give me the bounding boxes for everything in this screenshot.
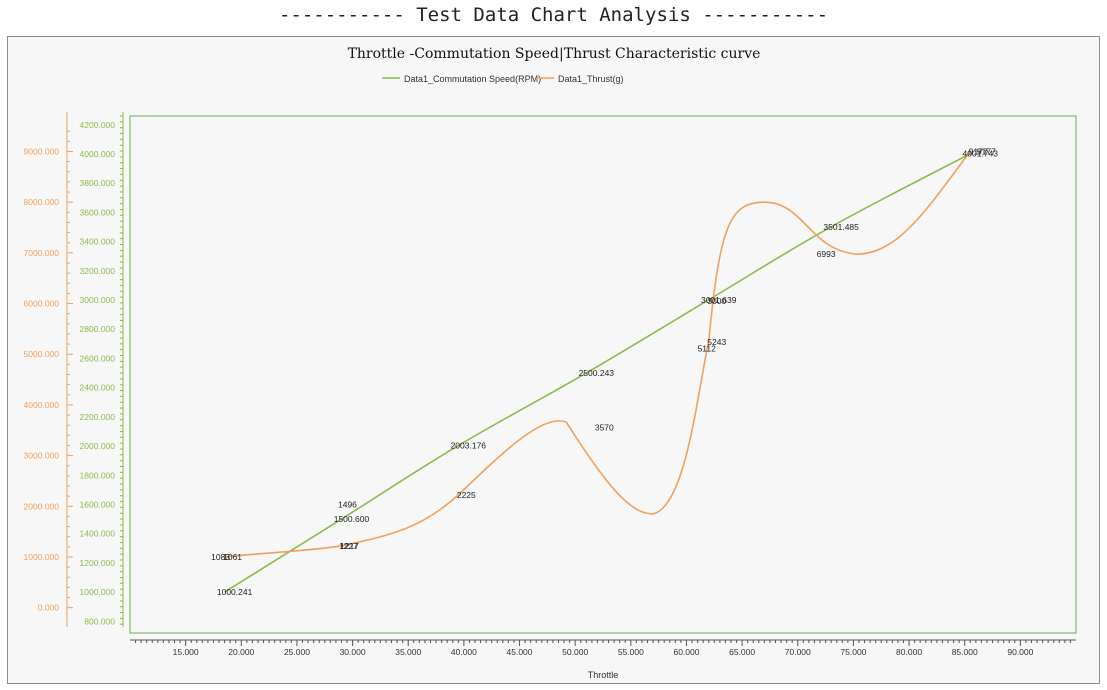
- y-axis-speed-tick-label: 3400.000: [80, 237, 116, 247]
- x-axis-tick-label: 30.000: [340, 647, 366, 657]
- series-line-speed: [224, 153, 971, 593]
- data-label-speed: 1000.241: [217, 587, 253, 597]
- y-axis-speed-tick-label: 1000.000: [80, 587, 116, 597]
- y-axis-thrust-tick-label: 1000.000: [24, 552, 60, 562]
- x-axis-tick-label: 80.000: [896, 647, 922, 657]
- data-label-speed: 4001.743: [963, 149, 999, 159]
- y-axis-speed-tick-label: 3600.000: [80, 207, 116, 217]
- y-axis-speed-tick-label: 3800.000: [80, 178, 116, 188]
- data-label-thrust: 3570: [595, 423, 614, 433]
- y-axis-speed-tick-label: 4200.000: [80, 120, 116, 130]
- y-axis-speed-tick-label: 1200.000: [80, 558, 116, 568]
- y-axis-thrust-tick-label: 9000.000: [24, 146, 60, 156]
- x-axis-tick-label: 45.000: [507, 647, 533, 657]
- y-axis-speed-tick-label: 1600.000: [80, 499, 116, 509]
- plot-area: [129, 115, 1077, 634]
- data-label-extra: 9177: [977, 146, 996, 156]
- data-label-extra: 1083: [211, 552, 230, 562]
- y-axis-speed-tick-label: 3200.000: [80, 266, 116, 276]
- data-label-thrust: 6993: [817, 249, 836, 259]
- y-axis-speed-tick-label: 2400.000: [80, 383, 116, 393]
- data-label-speed: 1500.600: [334, 514, 370, 524]
- data-label-speed: 3001.639: [701, 295, 737, 305]
- x-axis-tick-label: 65.000: [729, 647, 755, 657]
- data-label-extra: 1227: [339, 541, 358, 551]
- y-axis-speed-tick-label: 2600.000: [80, 353, 116, 363]
- data-label-extra: 1496: [338, 499, 357, 509]
- y-axis-thrust-tick-label: 4000.000: [24, 400, 60, 410]
- x-axis-tick-label: 60.000: [673, 647, 699, 657]
- data-label-thrust: 1217: [340, 541, 359, 551]
- x-axis-tick-label: 75.000: [840, 647, 866, 657]
- y-axis-speed-tick-label: 800.000: [84, 616, 115, 626]
- data-label-thrust: 1061: [223, 552, 242, 562]
- x-axis-tick-label: 50.000: [562, 647, 588, 657]
- chart-title: Throttle -Commutation Speed|Thrust Chara…: [348, 46, 761, 62]
- x-axis-tick-label: 25.000: [284, 647, 310, 657]
- y-axis-thrust-tick-label: 7000.000: [24, 248, 60, 258]
- legend-label-thrust: Data1_Thrust(g): [558, 74, 624, 84]
- y-axis-thrust-tick-label: 6000.000: [24, 299, 60, 309]
- y-axis-thrust-tick-label: 0.000: [38, 603, 60, 613]
- y-axis-speed-tick-label: 2000.000: [80, 441, 116, 451]
- data-label-thrust: 5243: [707, 337, 726, 347]
- x-axis-tick-label: 85.000: [952, 647, 978, 657]
- y-axis-thrust-tick-label: 3000.000: [24, 451, 60, 461]
- x-axis-label: Throttle: [588, 670, 619, 680]
- chart-svg: Throttle -Commutation Speed|Thrust Chara…: [24, 46, 1077, 680]
- data-label-speed: 2003.176: [451, 441, 487, 451]
- x-axis-tick-label: 55.000: [618, 647, 644, 657]
- x-axis-tick-label: 35.000: [395, 647, 421, 657]
- y-axis-thrust-tick-label: 8000.000: [24, 197, 60, 207]
- y-axis-thrust-tick-label: 2000.000: [24, 501, 60, 511]
- data-label-thrust: 2225: [457, 490, 476, 500]
- legend-label-speed: Data1_Commutation Speed(RPM): [404, 74, 541, 84]
- x-axis-tick-label: 70.000: [785, 647, 811, 657]
- y-axis-speed-tick-label: 4000.000: [80, 149, 116, 159]
- data-label-extra: 3000: [707, 296, 726, 306]
- y-axis-speed-tick-label: 2200.000: [80, 412, 116, 422]
- x-axis-tick-label: 20.000: [228, 647, 254, 657]
- x-axis-tick-label: 40.000: [451, 647, 477, 657]
- data-label-speed: 3501.485: [823, 222, 859, 232]
- y-axis-speed-tick-label: 1800.000: [80, 470, 116, 480]
- y-axis-speed-tick-label: 3000.000: [80, 295, 116, 305]
- page-heading: ----------- Test Data Chart Analysis ---…: [278, 4, 829, 26]
- data-label-thrust: 9177: [969, 146, 988, 156]
- data-label-extra: 5112: [698, 344, 717, 354]
- data-label-speed: 2500.243: [579, 368, 615, 378]
- x-axis-tick-label: 15.000: [173, 647, 199, 657]
- chart-frame: Throttle -Commutation Speed|Thrust Chara…: [7, 36, 1100, 684]
- x-axis-tick-label: 90.000: [1007, 647, 1033, 657]
- y-axis-thrust-tick-label: 5000.000: [24, 349, 60, 359]
- y-axis-speed-tick-label: 1400.000: [80, 529, 116, 539]
- series-line-thrust: [224, 150, 971, 558]
- y-axis-speed-tick-label: 2800.000: [80, 324, 116, 334]
